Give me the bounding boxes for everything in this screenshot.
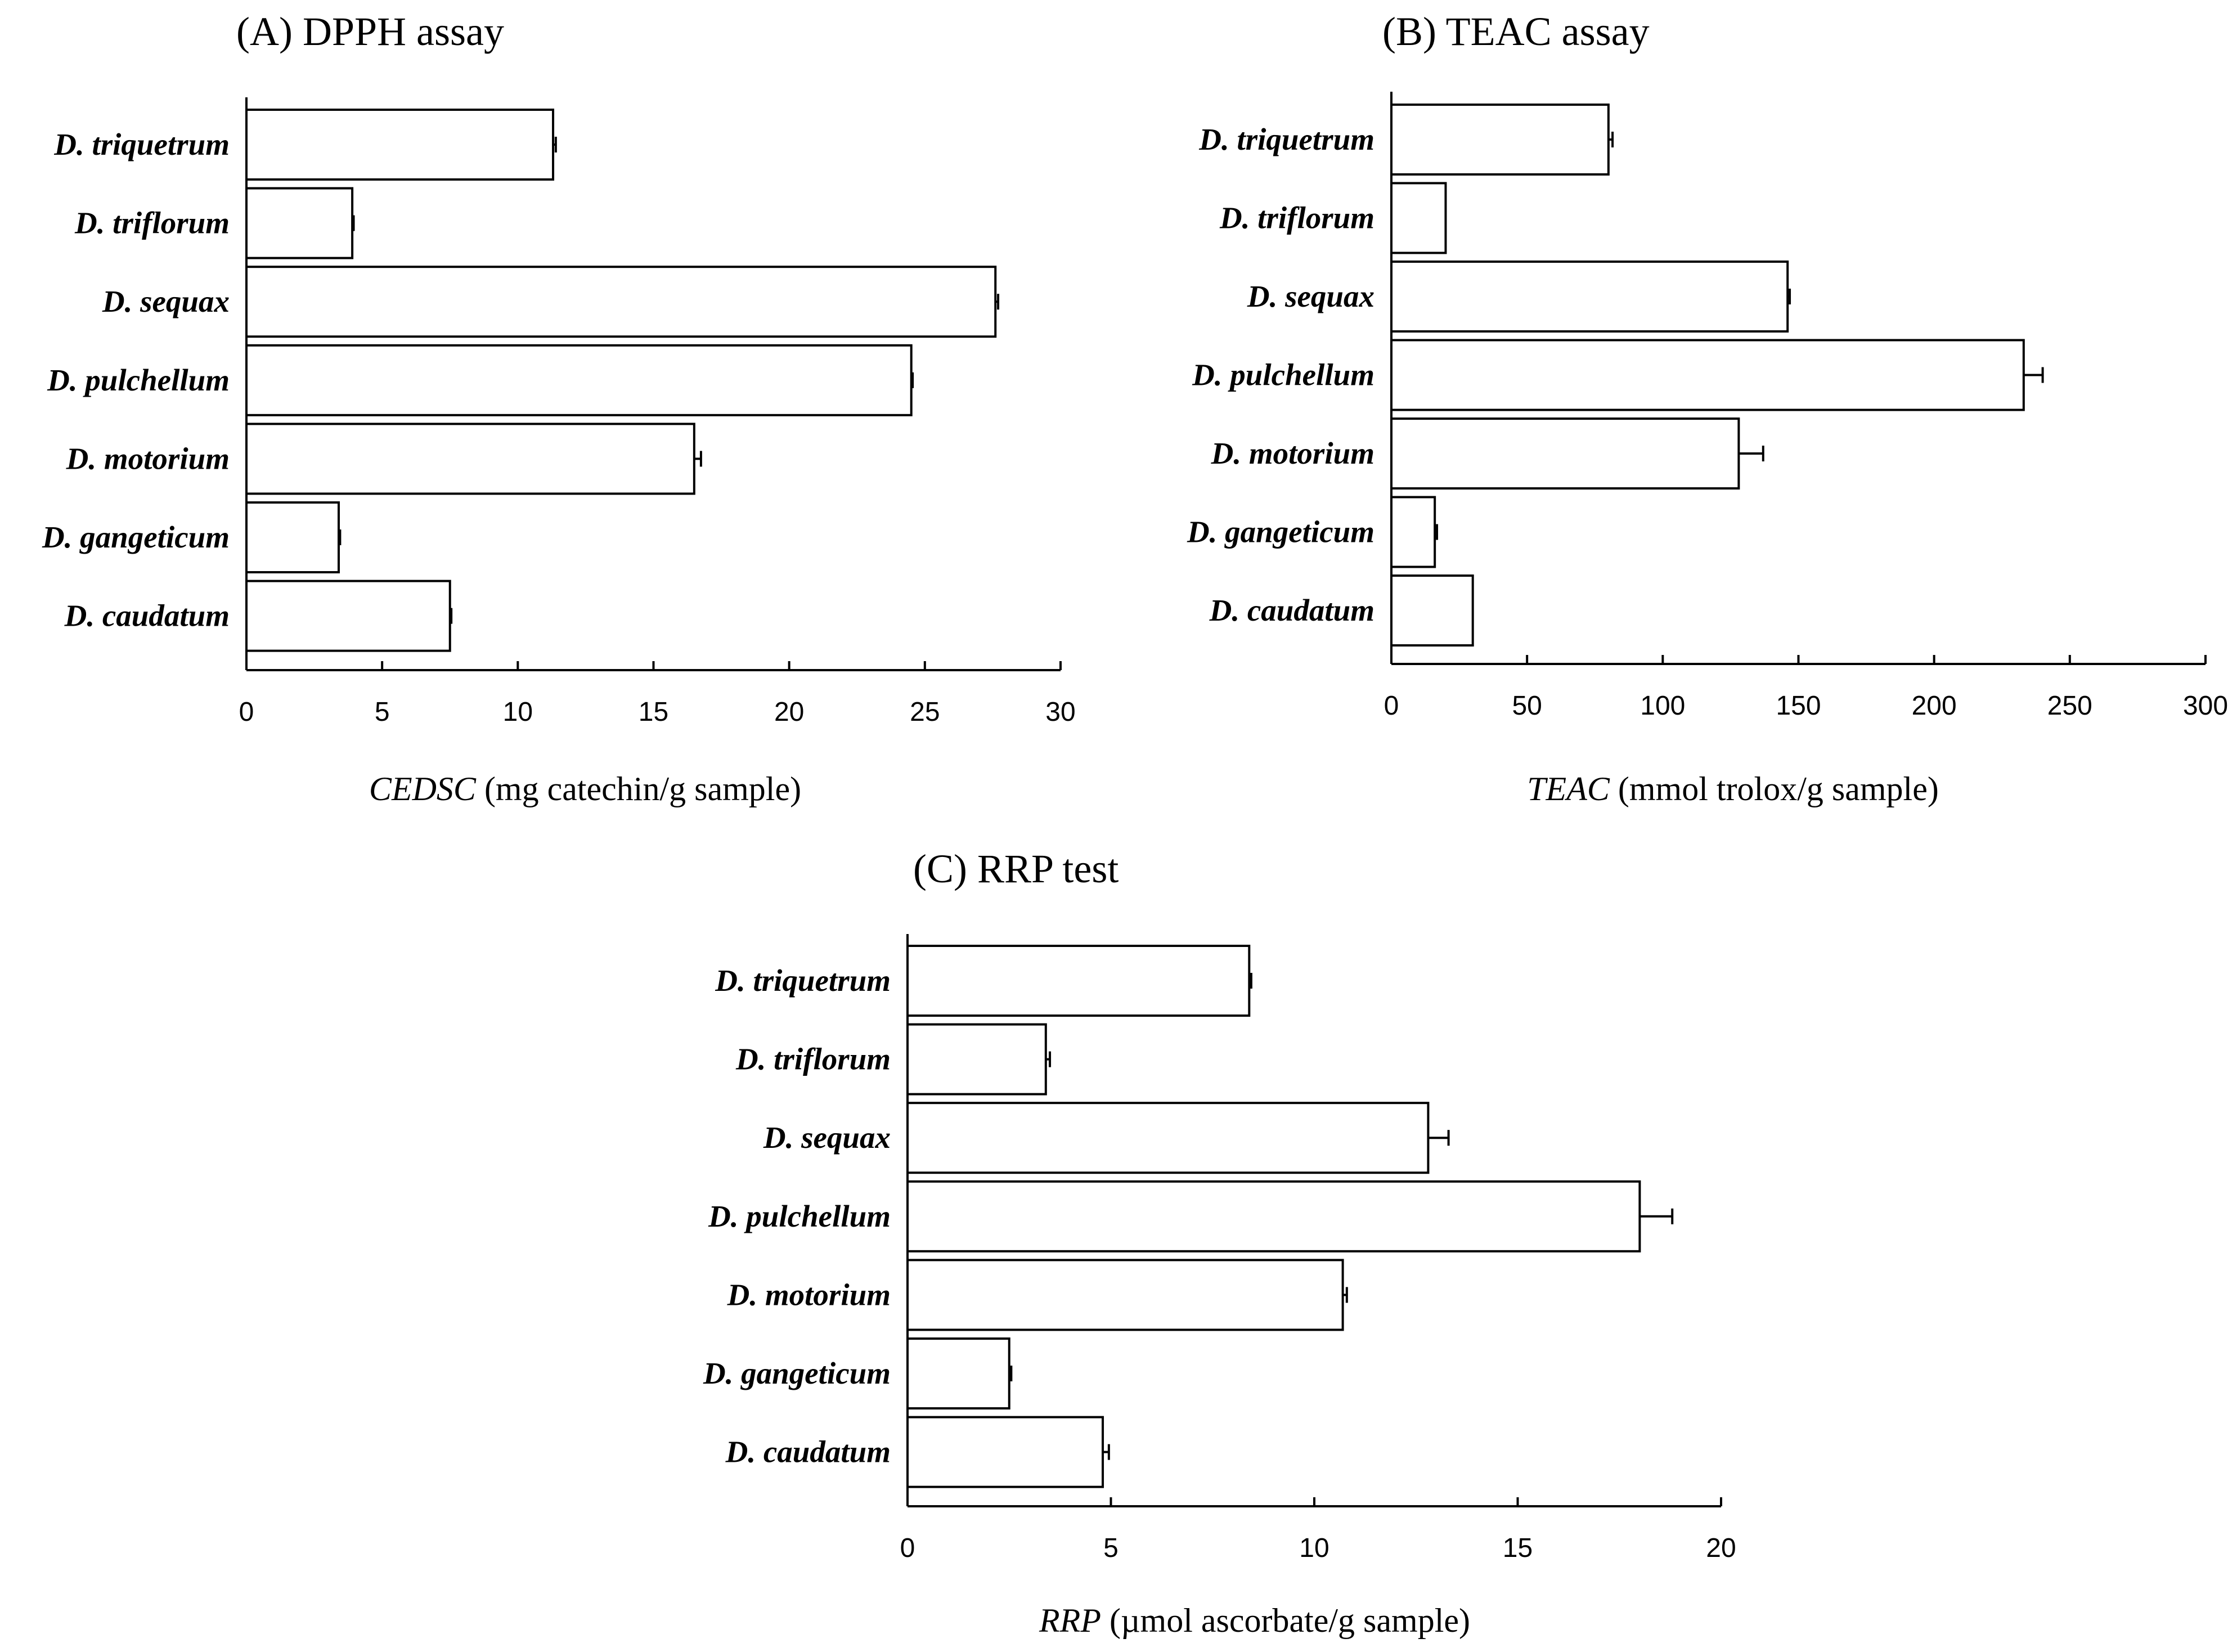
panel-b-category-label: D. triflorum (1219, 201, 1374, 235)
panel-a-x-tick-label: 5 (375, 697, 390, 727)
panel-a-bar (245, 501, 340, 573)
panel-b-bar (1390, 339, 2025, 411)
panel-c-bar (906, 1259, 1344, 1331)
panel-a-category-label: D. gangeticum (42, 520, 230, 554)
panel-c-category-label: D. motorium (727, 1277, 891, 1312)
panel-c-category-label: D. gangeticum (703, 1356, 891, 1390)
panel-a-x-axis-title: CEDSC (mg catechin/g sample) (369, 770, 801, 807)
panel-c-x-tick-label: 5 (1103, 1533, 1118, 1563)
panel-b-x-tick-label: 150 (1776, 691, 1821, 721)
panel-a-category-label: D. pulchellum (47, 363, 230, 397)
panel-c-bar (906, 1102, 1430, 1174)
panel-a-bar (245, 109, 555, 181)
panel-a-bar (245, 187, 354, 259)
panel-b-bar (1390, 418, 1740, 490)
panel-b-category-label: D. sequax (1247, 279, 1374, 313)
panel-c-category-label: D. pulchellum (708, 1199, 891, 1233)
panel-b-x-axis-title-rest: (mmol trolox/g sample) (1610, 770, 1939, 807)
panel-b-x-axis-title: TEAC (mmol trolox/g sample) (1527, 770, 1939, 807)
panel-a-x-tick-label: 25 (910, 697, 940, 727)
panel-b-x-tick-label: 50 (1512, 691, 1542, 721)
panel-b-bar (1390, 261, 1789, 333)
panel-c-x-tick-label: 10 (1299, 1533, 1329, 1563)
panel-c-category-label: D. triflorum (735, 1042, 891, 1076)
panel-a-bar (245, 423, 695, 495)
panel-c-category-label: D. sequax (763, 1120, 891, 1155)
panel-b-teac: (B) TEAC assay TEAC (mmol trolox/g sampl… (1187, 9, 2228, 807)
panel-b-bar (1390, 104, 1610, 176)
panel-c-x-tick-label: 0 (900, 1533, 915, 1563)
panel-a-category-label: D. triflorum (74, 206, 230, 240)
panel-b-bar (1390, 496, 1436, 568)
panel-b-category-label: D. gangeticum (1187, 515, 1374, 549)
panel-a-x-tick-label: 20 (774, 697, 804, 727)
panel-a-x-axis-title-italic: CEDSC (369, 770, 477, 807)
panel-a-title: (A) DPPH assay (236, 9, 504, 54)
panel-c-title: (C) RRP test (913, 846, 1118, 891)
panel-b-x-axis-title-italic: TEAC (1527, 770, 1610, 807)
panel-a-category-label: D. motorium (66, 441, 230, 475)
panel-a-category-label: D. triquetrum (53, 127, 230, 161)
panel-b-category-label: D. pulchellum (1192, 358, 1374, 392)
panel-b-x-tick-label: 300 (2183, 691, 2228, 721)
panel-c-category-label: D. triquetrum (715, 963, 891, 998)
panel-a-x-tick-label: 15 (639, 697, 668, 727)
panel-c-x-axis-title-italic: RRP (1039, 1602, 1101, 1639)
panel-b-x-tick-label: 100 (1640, 691, 1685, 721)
panel-c-x-tick-label: 15 (1503, 1533, 1533, 1563)
panel-b-x-tick-label: 200 (1912, 691, 1957, 721)
panel-c-bar (906, 1180, 1641, 1253)
panel-b-title: (B) TEAC assay (1382, 9, 1650, 54)
panel-c-x-tick-label: 20 (1706, 1533, 1736, 1563)
panel-a-bar (245, 344, 913, 416)
panel-a-bar (245, 580, 451, 652)
panel-c-x-axis-title-rest: (µmol ascorbate/g sample) (1101, 1602, 1470, 1639)
panel-b-bar (1390, 574, 1474, 647)
panel-a-x-tick-label: 30 (1045, 697, 1075, 727)
panel-b-x-tick-label: 250 (2047, 691, 2092, 721)
panel-b-category-label: D. caudatum (1209, 593, 1374, 627)
panel-b-category-label: D. motorium (1211, 436, 1374, 470)
panel-c-bar (906, 1337, 1010, 1409)
panel-c-x-axis-title: RRP (µmol ascorbate/g sample) (1039, 1602, 1470, 1639)
panel-b-category-label: D. triquetrum (1198, 122, 1374, 156)
panel-c-bar (906, 1416, 1104, 1488)
panel-c-bar (906, 1023, 1047, 1096)
panel-a-bar (245, 266, 997, 338)
panel-a-category-label: D. caudatum (64, 599, 230, 633)
panel-c-bar (906, 945, 1251, 1017)
panel-a-x-tick-label: 10 (503, 697, 533, 727)
panel-a-dpph: (A) DPPH assay CEDSC (mg catechin/g samp… (42, 9, 1076, 807)
panel-a-x-tick-label: 0 (239, 697, 254, 727)
panel-a-x-axis-title-rest: (mg catechin/g sample) (476, 770, 801, 807)
panel-a-category-label: D. sequax (102, 284, 230, 318)
panel-c-rrp: (C) RRP test RRP (µmol ascorbate/g sampl… (703, 846, 1736, 1639)
panel-b-bar (1390, 182, 1447, 254)
panel-b-x-tick-label: 0 (1384, 691, 1399, 721)
panel-c-category-label: D. caudatum (725, 1435, 891, 1469)
